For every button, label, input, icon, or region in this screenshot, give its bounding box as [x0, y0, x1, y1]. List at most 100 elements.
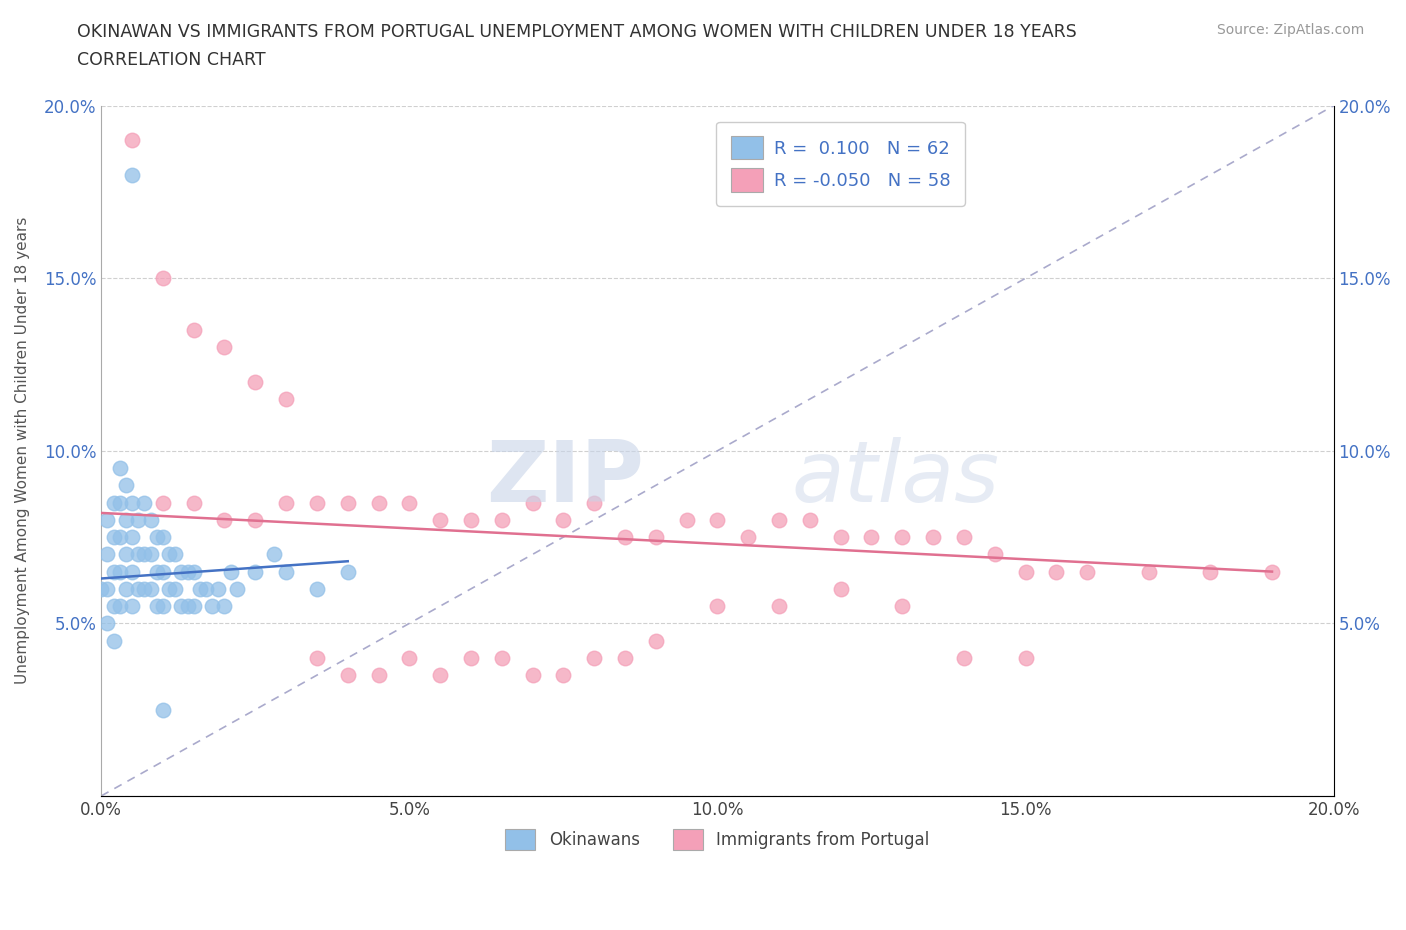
Point [553, 668, 575, 683]
Point [152, 599, 174, 614]
Point [90, 581, 112, 596]
Point [96, 512, 118, 527]
Point [860, 530, 883, 545]
Point [245, 512, 267, 527]
Point [953, 650, 976, 665]
Point [152, 271, 174, 286]
Point [891, 530, 914, 545]
Point [429, 668, 451, 683]
Point [103, 495, 125, 510]
Point [145, 530, 167, 545]
Point [1199, 565, 1222, 579]
Point [830, 581, 852, 596]
Point [96, 547, 118, 562]
Point [165, 581, 187, 596]
Point [953, 530, 976, 545]
Point [121, 530, 143, 545]
Point [491, 512, 513, 527]
Point [195, 581, 218, 596]
Point [305, 495, 328, 510]
Point [706, 512, 728, 527]
Point [96, 581, 118, 596]
Point [1014, 650, 1036, 665]
Point [225, 581, 247, 596]
Point [115, 581, 138, 596]
Point [139, 581, 162, 596]
Point [305, 650, 328, 665]
Point [219, 565, 242, 579]
Point [152, 530, 174, 545]
Point [274, 565, 297, 579]
Point [127, 512, 149, 527]
Text: OKINAWAN VS IMMIGRANTS FROM PORTUGAL UNEMPLOYMENT AMONG WOMEN WITH CHILDREN UNDE: OKINAWAN VS IMMIGRANTS FROM PORTUGAL UNE… [77, 23, 1077, 41]
Point [176, 599, 198, 614]
Point [152, 565, 174, 579]
Point [706, 599, 728, 614]
Point [139, 512, 162, 527]
Point [108, 565, 131, 579]
Point [245, 565, 267, 579]
Point [336, 565, 359, 579]
Point [768, 512, 790, 527]
Point [367, 668, 389, 683]
Point [768, 599, 790, 614]
Point [134, 547, 156, 562]
Point [214, 339, 236, 354]
Point [108, 495, 131, 510]
Point [207, 581, 229, 596]
Point [108, 599, 131, 614]
Point [644, 633, 666, 648]
Point [263, 547, 285, 562]
Point [183, 565, 205, 579]
Point [188, 581, 211, 596]
Point [1045, 565, 1067, 579]
Point [96, 616, 118, 631]
Point [145, 599, 167, 614]
Point [460, 512, 482, 527]
Point [103, 633, 125, 648]
Point [108, 530, 131, 545]
Point [305, 581, 328, 596]
Point [245, 375, 267, 390]
Point [983, 547, 1005, 562]
Point [214, 512, 236, 527]
Point [103, 530, 125, 545]
Point [583, 495, 606, 510]
Point [460, 650, 482, 665]
Point [115, 512, 138, 527]
Point [201, 599, 224, 614]
Point [737, 530, 759, 545]
Point [165, 547, 187, 562]
Point [274, 392, 297, 406]
Point [799, 512, 821, 527]
Point [121, 167, 143, 182]
Point [830, 530, 852, 545]
Point [553, 512, 575, 527]
Point [170, 599, 193, 614]
Point [429, 512, 451, 527]
Point [134, 495, 156, 510]
Point [103, 565, 125, 579]
Point [398, 650, 420, 665]
Point [491, 650, 513, 665]
Text: Source: ZipAtlas.com: Source: ZipAtlas.com [1216, 23, 1364, 37]
Point [614, 530, 637, 545]
Point [103, 599, 125, 614]
Point [152, 495, 174, 510]
Point [176, 565, 198, 579]
Point [145, 565, 167, 579]
Point [183, 323, 205, 338]
Point [922, 530, 945, 545]
Legend: Okinawans, Immigrants from Portugal: Okinawans, Immigrants from Portugal [499, 822, 936, 857]
Point [398, 495, 420, 510]
Point [127, 581, 149, 596]
Point [1076, 565, 1098, 579]
Point [614, 650, 637, 665]
Point [675, 512, 697, 527]
Text: atlas: atlas [792, 437, 1000, 520]
Point [891, 599, 914, 614]
Point [170, 565, 193, 579]
Point [1261, 565, 1284, 579]
Point [121, 599, 143, 614]
Point [152, 702, 174, 717]
